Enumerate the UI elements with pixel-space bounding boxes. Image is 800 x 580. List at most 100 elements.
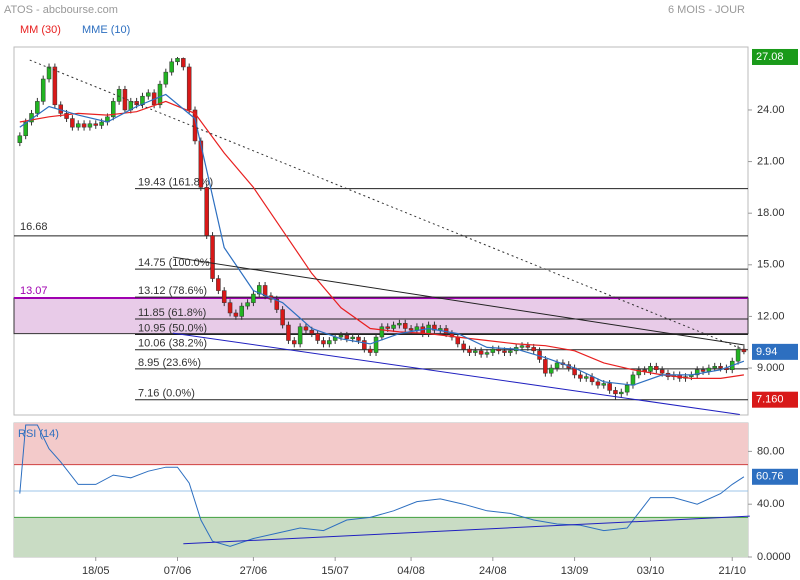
candle-body: [157, 83, 163, 106]
candle-body: [303, 326, 309, 331]
candle-body: [227, 302, 233, 314]
y-tick-label: 24.00: [757, 104, 785, 116]
x-tick-label: 27/06: [240, 565, 268, 577]
candle-body: [619, 391, 624, 395]
y-tick-label: 21.00: [757, 155, 785, 167]
candle-body: [659, 369, 665, 374]
panel-title: RSI (14): [18, 428, 59, 440]
price-badge: [752, 343, 798, 360]
x-tick-label: 07/06: [164, 565, 192, 577]
candle-body: [718, 366, 723, 369]
y-tick-label: 9.000: [757, 362, 785, 374]
candle-body: [578, 374, 583, 379]
moving-average: [19, 100, 744, 379]
chart-subtitle: 6 MOIS - JOUR: [668, 4, 745, 16]
candle-body: [163, 71, 169, 85]
candle-body: [297, 326, 303, 345]
fib-label: 19.43 (161.8%): [138, 176, 213, 188]
candle-body: [35, 101, 40, 114]
x-tick-label: 21/10: [718, 565, 746, 577]
candle-body: [373, 336, 379, 353]
candle-body: [292, 340, 297, 345]
candle-body: [338, 335, 344, 338]
y-tick-label: 15.00: [757, 259, 785, 271]
candle-body: [93, 123, 99, 126]
candle-body: [607, 383, 612, 391]
fib-label: 11.85 (61.8%): [138, 307, 206, 319]
candle-body: [531, 347, 536, 352]
candle-body: [216, 278, 221, 291]
candle-body: [595, 381, 601, 386]
candle-body: [181, 58, 186, 68]
candle-body: [239, 305, 244, 317]
candle-body: [81, 123, 87, 128]
candle-body: [186, 66, 192, 111]
candle-body: [484, 352, 490, 355]
moving-average: [19, 93, 745, 386]
candle-body: [175, 58, 180, 63]
candle-body: [700, 369, 706, 372]
chart-title: ATOS - abcbourse.com: [4, 4, 118, 16]
candle-body: [315, 333, 320, 341]
candle-body: [70, 118, 75, 128]
price-badge-label: 7.160: [756, 394, 784, 406]
zone-label: 13.07: [20, 285, 48, 297]
x-tick-label: 13/09: [561, 565, 589, 577]
trendline: [29, 59, 745, 351]
candle-body: [478, 350, 484, 355]
candle-body: [111, 101, 116, 118]
y-tick-label: 80.00: [757, 445, 785, 457]
candle-body: [75, 123, 81, 128]
candle-body: [496, 348, 501, 352]
candle-body: [449, 333, 455, 338]
x-tick-label: 15/07: [321, 565, 349, 577]
candle-body: [694, 369, 700, 376]
candle-body: [257, 285, 262, 295]
candle-body: [455, 336, 461, 345]
candle-body: [210, 235, 215, 279]
level-label: 16.68: [20, 221, 48, 233]
candle-body: [40, 78, 46, 102]
candle-body: [508, 350, 513, 353]
fib-label: 7.16 (0.0%): [138, 388, 195, 400]
candle-body: [648, 366, 653, 372]
fib-label: 10.06 (38.2%): [138, 338, 207, 350]
legend-label: MME (10): [82, 24, 130, 36]
trendline: [183, 515, 750, 545]
candle-body: [624, 384, 630, 393]
candle-body: [140, 95, 145, 106]
candle-body: [706, 367, 712, 372]
price-panel: [13, 46, 749, 416]
candle-body: [543, 359, 548, 374]
candle-body: [712, 366, 717, 369]
candle-body: [122, 89, 128, 111]
x-tick-label: 18/05: [82, 565, 110, 577]
legend-label: MM (30): [20, 24, 61, 36]
y-tick-label: 18.00: [757, 207, 785, 219]
candle-body: [367, 348, 373, 353]
price-badge-label: 60.76: [756, 471, 784, 483]
candle-body: [601, 383, 607, 386]
candle-body: [473, 350, 478, 353]
overbought-zone: [14, 423, 748, 465]
candle-body: [309, 329, 315, 334]
candle-body: [613, 390, 618, 395]
candle-body: [362, 340, 367, 350]
candle-body: [490, 348, 496, 353]
candle-body: [397, 323, 402, 326]
candle-body: [554, 362, 560, 369]
candle-body: [87, 123, 93, 128]
x-tick-label: 04/08: [397, 565, 425, 577]
candle-body: [146, 92, 151, 97]
candle-body: [402, 323, 408, 329]
candle-body: [548, 367, 554, 374]
candle-body: [46, 66, 52, 80]
candle-body: [391, 324, 396, 329]
candle-body: [385, 326, 390, 329]
x-tick-label: 24/08: [479, 565, 507, 577]
fib-label: 10.95 (50.0%): [138, 322, 207, 334]
x-tick-label: 03/10: [637, 565, 665, 577]
candle-body: [245, 302, 250, 307]
candle-body: [502, 350, 507, 353]
